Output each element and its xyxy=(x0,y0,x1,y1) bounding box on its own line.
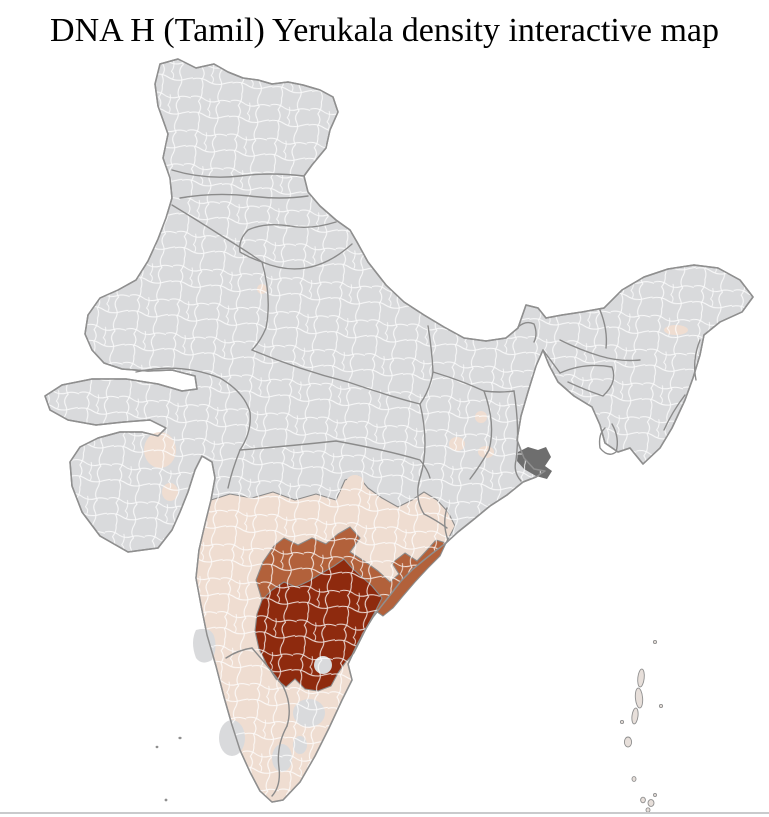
district-borders-texture xyxy=(45,59,753,802)
lakshadweep-islands[interactable] xyxy=(155,736,182,802)
state-borders xyxy=(135,169,701,797)
andaman-nicobar-islands[interactable] xyxy=(619,639,664,813)
coastline xyxy=(44,58,754,803)
page-title: DNA H (Tamil) Yerukala density interacti… xyxy=(50,12,719,49)
